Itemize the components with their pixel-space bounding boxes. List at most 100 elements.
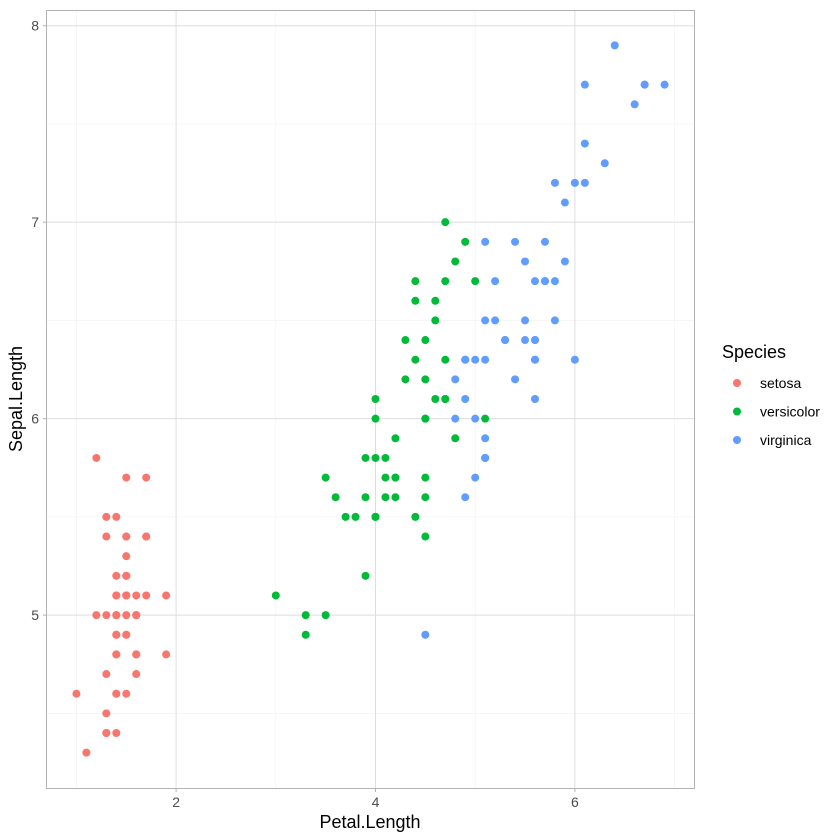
data-point-versicolor: [391, 434, 400, 443]
data-point-versicolor: [371, 414, 380, 423]
data-point-virginica: [540, 237, 549, 246]
data-point-setosa: [112, 512, 121, 521]
data-point-virginica: [481, 453, 490, 462]
data-point-virginica: [560, 257, 569, 266]
data-point-versicolor: [441, 218, 450, 227]
data-point-versicolor: [431, 316, 440, 325]
data-point-setosa: [102, 670, 111, 679]
data-point-virginica: [630, 100, 639, 109]
data-point-virginica: [491, 316, 500, 325]
data-point-virginica: [511, 375, 520, 384]
data-point-virginica: [521, 336, 530, 345]
data-point-versicolor: [421, 414, 430, 423]
data-point-virginica: [461, 493, 470, 502]
x-tick-label: 2: [172, 794, 180, 810]
data-point-virginica: [660, 80, 669, 89]
data-point-virginica: [560, 198, 569, 207]
data-point-setosa: [122, 611, 131, 620]
data-point-virginica: [640, 80, 649, 89]
data-point-setosa: [112, 571, 121, 580]
data-point-versicolor: [371, 453, 380, 462]
data-point-versicolor: [381, 493, 390, 502]
data-point-virginica: [580, 178, 589, 187]
data-point-virginica: [481, 237, 490, 246]
data-point-virginica: [481, 355, 490, 364]
data-point-virginica: [550, 316, 559, 325]
data-point-versicolor: [431, 296, 440, 305]
data-point-virginica: [530, 355, 539, 364]
legend-title: Species: [722, 342, 786, 362]
data-point-versicolor: [411, 512, 420, 521]
data-point-virginica: [481, 316, 490, 325]
data-point-versicolor: [411, 277, 420, 286]
data-point-virginica: [421, 630, 430, 639]
data-point-versicolor: [411, 296, 420, 305]
data-point-versicolor: [381, 473, 390, 482]
data-point-versicolor: [371, 395, 380, 403]
data-point-virginica: [580, 80, 589, 89]
data-point-setosa: [132, 611, 141, 620]
data-point-virginica: [471, 473, 480, 482]
data-point-versicolor: [331, 493, 340, 502]
data-point-versicolor: [361, 571, 370, 580]
data-point-virginica: [550, 277, 559, 286]
data-point-setosa: [112, 689, 121, 698]
data-point-versicolor: [461, 237, 470, 246]
data-point-virginica: [550, 178, 559, 187]
legend-label-virginica: virginica: [760, 432, 812, 448]
x-tick-label: 4: [372, 794, 380, 810]
data-point-versicolor: [271, 591, 280, 600]
data-point-virginica: [530, 395, 539, 403]
data-point-versicolor: [401, 375, 410, 384]
data-point-versicolor: [451, 257, 460, 266]
x-axis-ticks: 2 4 6: [172, 788, 579, 810]
data-point-virginica: [471, 355, 480, 364]
data-point-setosa: [82, 748, 91, 757]
data-point-versicolor: [381, 453, 390, 462]
data-point-setosa: [112, 630, 121, 639]
data-point-virginica: [511, 237, 520, 246]
data-point-setosa: [122, 571, 131, 580]
data-point-versicolor: [321, 473, 330, 482]
y-tick-label: 6: [31, 411, 39, 427]
data-point-virginica: [521, 316, 530, 325]
data-point-virginica: [521, 257, 530, 266]
data-point-versicolor: [441, 395, 450, 403]
data-point-versicolor: [421, 532, 430, 541]
data-point-versicolor: [361, 493, 370, 502]
data-point-virginica: [580, 139, 589, 148]
data-point-setosa: [122, 591, 131, 600]
data-point-versicolor: [401, 336, 410, 345]
data-point-setosa: [142, 532, 151, 541]
data-point-setosa: [112, 591, 121, 600]
data-point-setosa: [142, 473, 151, 482]
data-point-versicolor: [421, 375, 430, 384]
data-point-virginica: [501, 336, 510, 345]
data-point-setosa: [162, 650, 171, 659]
y-axis-ticks: 5 6 7 8: [31, 18, 47, 623]
data-point-virginica: [530, 277, 539, 286]
y-tick-label: 5: [31, 607, 39, 623]
data-point-setosa: [122, 552, 131, 561]
data-point-setosa: [132, 670, 141, 679]
data-point-versicolor: [481, 414, 490, 423]
data-point-setosa: [112, 650, 121, 659]
data-point-virginica: [481, 434, 490, 443]
data-point-versicolor: [451, 434, 460, 443]
data-point-setosa: [102, 512, 111, 521]
grid: [47, 10, 694, 788]
data-point-virginica: [540, 277, 549, 286]
data-point-setosa: [122, 532, 131, 541]
data-point-versicolor: [341, 512, 350, 521]
data-point-setosa: [122, 689, 131, 698]
data-points: [72, 41, 669, 757]
y-tick-label: 8: [31, 18, 39, 34]
legend-label-versicolor: versicolor: [760, 404, 820, 420]
data-point-setosa: [122, 473, 131, 482]
data-point-setosa: [132, 591, 141, 600]
data-point-setosa: [102, 709, 111, 718]
data-point-virginica: [570, 355, 579, 364]
data-point-versicolor: [471, 277, 480, 286]
